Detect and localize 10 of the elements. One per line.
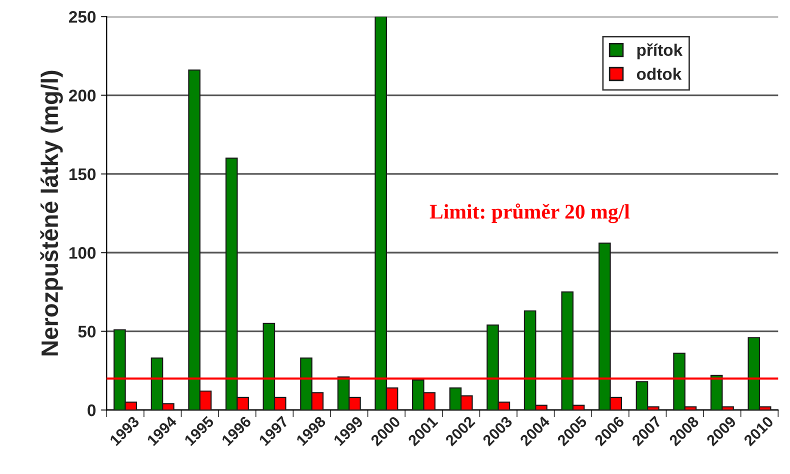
legend-label: přítok	[637, 43, 683, 60]
y-tick-label: 250	[69, 10, 96, 23]
ref-line-label: Limit: průměr 20 mg/l	[430, 203, 630, 224]
legend-label: odtok	[636, 68, 682, 80]
y-tick-label: 50	[78, 326, 96, 338]
y-tick-label: 100	[69, 247, 96, 259]
y-tick-label: 150	[69, 168, 96, 180]
y-axis-title: Nerozpuštěné látky (mg/l)	[40, 70, 63, 356]
y-tick-label: 0	[88, 404, 96, 416]
y-tick-label: 200	[69, 90, 96, 102]
